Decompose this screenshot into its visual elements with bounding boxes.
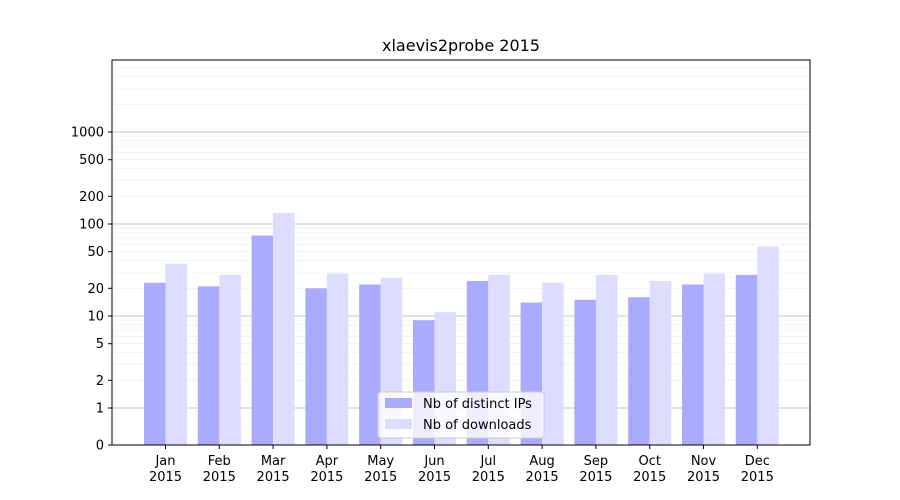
- y-tick-label: 10: [87, 310, 104, 325]
- legend-swatch: [385, 419, 412, 429]
- y-tick-label: 1000: [71, 126, 104, 141]
- x-tick-label: Jun 2015: [418, 454, 451, 485]
- y-tick-label: 2: [96, 374, 104, 389]
- bar-distinct-ips: [359, 284, 381, 445]
- bar-distinct-ips: [682, 284, 704, 445]
- x-tick-label: Oct 2015: [633, 454, 666, 485]
- bar-downloads: [649, 281, 672, 445]
- y-tick-label: 1: [96, 402, 104, 417]
- x-tick-label: Aug 2015: [526, 454, 559, 485]
- x-axis: Jan 2015 Feb 2015 Mar 2015 Apr 2015 May 2015 Jun 20…: [149, 445, 774, 485]
- x-tick-label: Feb 2015: [203, 454, 236, 485]
- bar-downloads: [542, 282, 564, 445]
- legend-label: Nb of distinct IPs: [423, 397, 532, 412]
- bar-downloads: [219, 274, 241, 445]
- chart-title: xlaevis2probe 2015: [382, 36, 540, 55]
- y-tick-label: 0: [96, 439, 104, 454]
- y-tick-label: 200: [79, 190, 104, 205]
- x-tick-label: Jan 2015: [149, 454, 182, 485]
- bar-distinct-ips: [251, 235, 274, 445]
- bar-distinct-ips: [735, 274, 758, 445]
- x-tick-label: Mar 2015: [257, 454, 290, 485]
- bar-distinct-ips: [144, 282, 166, 445]
- x-tick-label: Jul 2015: [472, 454, 505, 485]
- bar-downloads: [165, 263, 187, 445]
- y-tick-label: 20: [87, 282, 104, 297]
- bar-downloads: [595, 274, 618, 445]
- y-tick-label: 100: [79, 218, 104, 233]
- x-tick-label: May 2015: [364, 454, 397, 485]
- x-tick-label: Sep 2015: [579, 454, 612, 485]
- bar-distinct-ips: [197, 286, 220, 445]
- bar-downloads: [757, 246, 779, 445]
- bar-downloads: [703, 273, 725, 445]
- bar-downloads: [273, 212, 295, 445]
- bar-downloads: [326, 273, 349, 445]
- bars: [144, 212, 779, 445]
- x-tick-label: Dec 2015: [741, 454, 774, 485]
- y-tick-label: 50: [87, 245, 104, 260]
- legend-label: Nb of downloads: [423, 418, 532, 433]
- plot-frame: [111, 59, 811, 446]
- legend: Nb of distinct IPs Nb of downloads: [377, 391, 545, 439]
- legend-swatch: [385, 398, 412, 408]
- legend-box: [377, 391, 545, 439]
- x-tick-label: Nov 2015: [687, 454, 720, 485]
- y-tick-label: 5: [96, 337, 104, 352]
- y-tick-label: 500: [79, 153, 104, 168]
- bar-distinct-ips: [628, 297, 650, 445]
- bar-distinct-ips: [305, 288, 327, 445]
- bar-distinct-ips: [574, 299, 596, 445]
- y-axis: 0 1 2 5 10 20 50 100 200 500 1000: [71, 126, 112, 454]
- x-tick-label: Apr 2015: [310, 454, 343, 485]
